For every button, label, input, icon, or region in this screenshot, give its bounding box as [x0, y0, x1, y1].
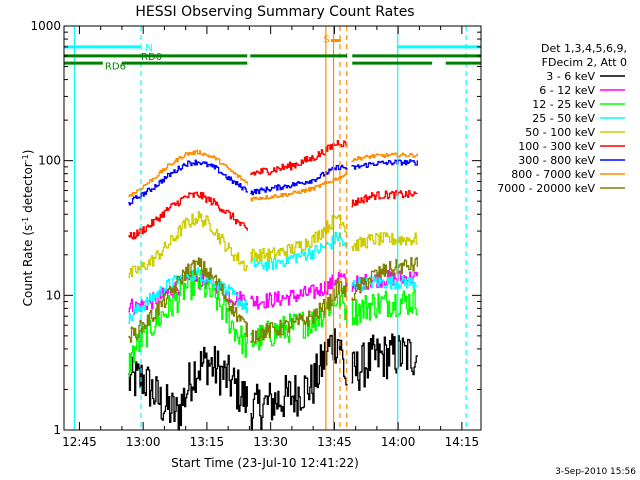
legend-header-detectors: Det 1,3,4,5,6,9, — [541, 42, 627, 55]
series-trace-segment — [128, 345, 248, 431]
x-tick-label: 12:45 — [62, 435, 97, 449]
x-axis: 12:45 13:00 13:15 13:30 13:45 14:00 14:15 — [62, 26, 479, 449]
legend-header-decimation: FDecim 2, Att 0 — [542, 56, 627, 69]
status-label-n: N — [145, 43, 152, 54]
footer-timestamp: 3-Sep-2010 15:56 — [555, 467, 636, 477]
x-axis-label: Start Time (23-Jul-10 12:41:22) — [171, 456, 359, 470]
series-trace-segment — [128, 159, 248, 206]
x-tick-label: 13:15 — [190, 435, 225, 449]
y-tick-label: 1 — [53, 423, 61, 437]
legend-label: 300 - 800 keV — [518, 154, 595, 167]
series-25-50-kev — [128, 232, 418, 324]
series-trace-segment — [250, 328, 348, 431]
vertical-lines-layer — [73, 26, 467, 430]
chart-title: HESSI Observing Summary Count Rates — [135, 4, 414, 20]
x-tick-label: 13:45 — [317, 435, 352, 449]
traces-layer — [128, 140, 418, 431]
x-tick-label: 13:30 — [253, 435, 288, 449]
legend-label: 100 - 300 keV — [518, 140, 595, 153]
series-trace-segment — [250, 171, 348, 202]
legend-label: 7000 - 20000 keV — [497, 182, 595, 195]
series-300-800-kev — [128, 159, 418, 206]
series-trace-segment — [351, 288, 418, 326]
y-tick-label: 10 — [46, 288, 61, 302]
series-7000-20000-kev — [128, 256, 418, 344]
x-tick-label: 13:00 — [126, 435, 161, 449]
y-axis-label: Count Rate (s-1 detector-1) — [21, 150, 36, 307]
series-trace-segment — [250, 140, 348, 176]
y-axis: 1 10 100 1000 — [30, 19, 481, 437]
series-trace-segment — [351, 232, 418, 252]
status-label-rd6: RD6 — [105, 61, 126, 72]
legend-label: 3 - 6 keV — [546, 70, 595, 83]
y-tick-label: 100 — [38, 154, 61, 168]
series-trace-segment — [128, 149, 248, 198]
series-trace-segment — [250, 214, 348, 263]
series-trace-segment — [351, 152, 418, 163]
status-label-s: S — [323, 34, 329, 45]
legend-label: 800 - 7000 keV — [511, 168, 595, 181]
series-100-300-kev — [128, 140, 418, 240]
x-tick-label: 14:15 — [445, 435, 480, 449]
series-trace-segment — [250, 164, 348, 196]
legend-label: 50 - 100 keV — [525, 126, 595, 139]
series-trace-segment — [351, 159, 418, 170]
series-trace-segment — [250, 232, 348, 272]
series-50-100-kev — [128, 211, 418, 279]
series-trace-segment — [351, 256, 418, 301]
series-3-6-kev — [128, 328, 418, 431]
series-trace-segment — [351, 275, 418, 291]
legend-label: 6 - 12 keV — [539, 84, 595, 97]
series-trace-segment — [250, 278, 348, 344]
series-trace-segment — [128, 191, 248, 240]
status-label-rd0: RD0 — [141, 52, 162, 63]
x-tick-label: 14:00 — [381, 435, 416, 449]
series-trace-segment — [128, 211, 248, 279]
plot-frame — [63, 25, 482, 431]
y-tick-label: 1000 — [30, 19, 61, 33]
series-800-7000-kev — [128, 149, 418, 202]
series-trace-segment — [351, 189, 418, 208]
legend: Det 1,3,4,5,6,9, FDecim 2, Att 0 3 - 6 k… — [497, 42, 627, 195]
series-trace-segment — [351, 333, 418, 391]
series-trace-segment — [250, 271, 348, 310]
series-trace-segment — [128, 257, 248, 343]
legend-label: 12 - 25 keV — [532, 98, 595, 111]
legend-label: 25 - 50 keV — [532, 112, 595, 125]
